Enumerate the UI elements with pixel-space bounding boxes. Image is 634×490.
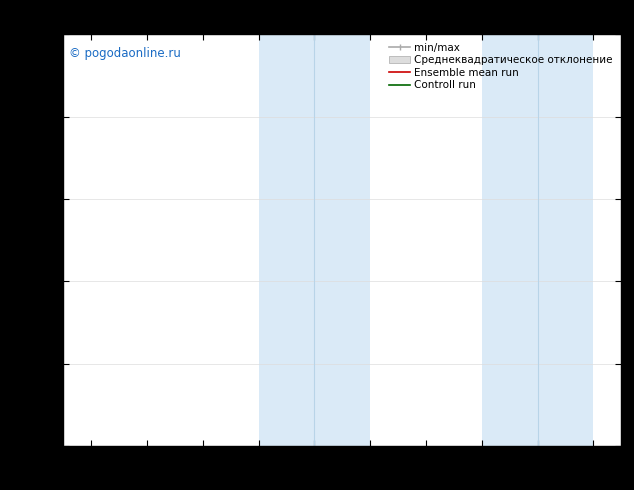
Legend: min/max, Среднеквадратическое отклонение, Ensemble mean run, Controll run: min/max, Среднеквадратическое отклонение… (386, 40, 616, 94)
Text: ENS Time Series Edmonton Int. Аэропорт: ENS Time Series Edmonton Int. Аэропорт (32, 12, 387, 27)
Bar (538, 34, 593, 446)
Text: © pogodaonline.ru: © pogodaonline.ru (69, 47, 181, 60)
Bar (482, 34, 538, 446)
Bar (314, 34, 370, 446)
Bar (259, 34, 314, 446)
Y-axis label: Precipitation Accumulation (mm): Precipitation Accumulation (mm) (16, 137, 29, 343)
Text: вт. 30.04.2024 15 UTC: вт. 30.04.2024 15 UTC (367, 12, 559, 27)
